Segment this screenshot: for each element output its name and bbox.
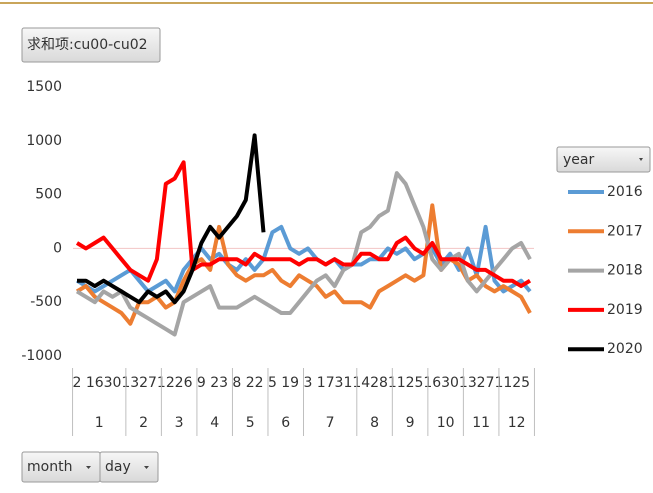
x-tick-label: 13 [459,375,477,391]
x-tick-label: 22 [246,375,264,391]
dropdown-arrow [639,158,643,161]
series-line [75,203,532,326]
x-tick-label: 14 [352,375,370,391]
y-tick-label: -1000 [21,348,62,364]
series-line [75,160,532,289]
legend-title[interactable]: year [563,152,594,168]
filter-label[interactable]: month [27,459,72,475]
x-tick-label: 25 [512,375,530,391]
legend-label: 2020 [607,341,643,357]
filter-button[interactable] [99,451,159,483]
dropdown-arrow [144,466,149,469]
x-tick-label: 11 [388,375,406,391]
x-tick-label: 30 [104,375,122,391]
month-label: 10 [437,415,455,431]
x-tick-label: 9 [197,375,206,391]
x-tick-label: 23 [210,375,228,391]
y-tick-label: 1500 [26,79,62,95]
legend-label: 2016 [607,184,643,200]
legend-field-button[interactable] [556,146,651,173]
x-tick-label: 27 [139,375,157,391]
month-label: 2 [139,415,148,431]
month-label: 11 [472,415,490,431]
series-line [77,133,266,305]
month-label: 8 [370,415,379,431]
x-tick-label: 27 [477,375,495,391]
x-tick-label: 13 [121,375,139,391]
legend-label: 2018 [607,263,643,279]
x-tick-label: 16 [86,375,104,391]
x-tick-label: 3 [303,375,312,391]
legend-label: 2017 [607,223,643,239]
x-tick-label: 19 [281,375,299,391]
x-tick-label: 31 [335,375,353,391]
x-tick-label: 17 [317,375,335,391]
month-label: 6 [281,415,290,431]
y-tick-label: 500 [35,187,62,203]
x-tick-label: 25 [406,375,424,391]
series-line [75,171,532,337]
x-tick-label: 11 [494,375,512,391]
x-tick-label: 12 [157,375,175,391]
value-field-button[interactable] [21,27,161,63]
dropdown-arrow [86,466,91,469]
month-label: 12 [508,415,526,431]
x-tick-label: 5 [268,375,277,391]
x-tick-label: 30 [441,375,459,391]
filter-label[interactable]: day [105,459,131,475]
x-tick-label: 28 [370,375,388,391]
x-tick-label: 2 [73,375,82,391]
y-tick-label: 0 [53,240,62,256]
month-label: 3 [175,415,184,431]
month-label: 1 [95,415,104,431]
month-label: 9 [406,415,415,431]
x-tick-label: 16 [423,375,441,391]
month-label: 7 [326,415,335,431]
chart-title[interactable]: 求和项:cu00-cu02 [27,37,148,53]
y-tick-label: -500 [30,294,62,310]
y-tick-label: 1000 [26,133,62,149]
legend-label: 2019 [607,302,643,318]
month-label: 5 [246,415,255,431]
month-label: 4 [210,415,219,431]
x-tick-label: 26 [175,375,193,391]
x-tick-label: 8 [232,375,241,391]
